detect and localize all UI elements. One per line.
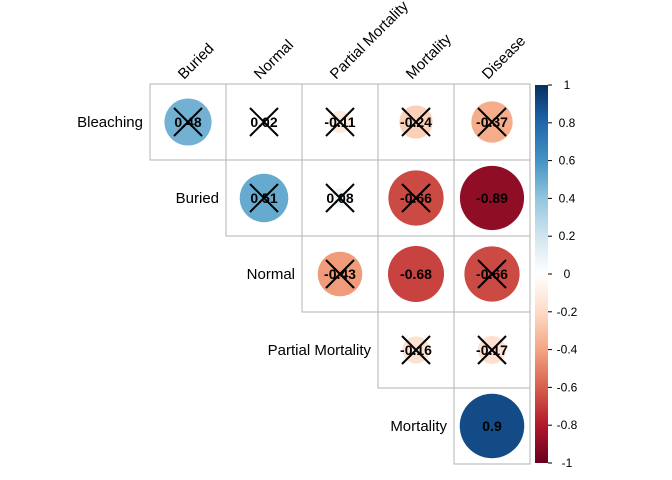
cross-line: [325, 107, 355, 137]
cross-mark-normal-disease: [477, 259, 507, 289]
column-label-disease: Disease: [479, 32, 529, 82]
colorbar-tick-label: -0.2: [557, 305, 578, 319]
row-label-mortality: Mortality: [390, 418, 447, 435]
value-label-normal-mortality: -0.68: [400, 266, 432, 282]
cross-line: [477, 259, 507, 289]
cross-mark-bleaching-normal: [249, 107, 279, 137]
row-label-partial-mortality: Partial Mortality: [268, 342, 372, 359]
column-label-buried: Buried: [175, 40, 218, 83]
colorbar-tick-label: 0.4: [559, 191, 576, 205]
cross-mark-bleaching-disease: [477, 107, 507, 137]
cross-line: [249, 183, 279, 213]
cross-line: [325, 259, 355, 289]
cross-line: [477, 107, 507, 137]
column-label-mortality: Mortality: [403, 30, 455, 82]
cross-line: [401, 107, 431, 137]
cross-line: [325, 183, 355, 213]
cross-mark-buried-normal: [249, 183, 279, 213]
cross-mark-bleaching-mortality: [401, 107, 431, 137]
column-label-partial-mortality: Partial Mortality: [327, 0, 412, 83]
value-label-mortality-disease: 0.9: [482, 418, 502, 434]
circle-buried-disease: [459, 165, 525, 231]
grid-cell: [453, 387, 531, 465]
cross-line: [477, 335, 507, 365]
colorbar-tick-label: 1: [564, 78, 571, 92]
colorbar-tick-label: -0.8: [557, 418, 578, 432]
colorbar-tick-label: -0.4: [557, 343, 578, 357]
colorbar-gradient: [535, 85, 548, 463]
colorbar-tick-label: -0.6: [557, 380, 578, 394]
cross-mark-bleaching-buried: [173, 107, 203, 137]
row-label-buried: Buried: [176, 190, 219, 207]
cross-line: [401, 183, 431, 213]
cross-line: [401, 335, 431, 365]
cross-mark-partial-mortality-mortality: [401, 335, 431, 365]
colorbar-tick-label: 0.2: [559, 229, 576, 243]
cross-mark-partial-mortality-disease: [477, 335, 507, 365]
grid: [149, 83, 531, 465]
cross-mark-bleaching-partial-mortality: [325, 107, 355, 137]
circle-normal-mortality: [387, 245, 445, 303]
colorbar-tick-label: 0.8: [559, 116, 576, 130]
column-label-normal: Normal: [251, 37, 297, 83]
cross-mark-buried-partial-mortality: [325, 183, 355, 213]
row-label-bleaching: Bleaching: [77, 114, 143, 131]
cross-mark-buried-mortality: [401, 183, 431, 213]
row-label-normal: Normal: [247, 266, 295, 283]
colorbar: 1 0.8 0.6 0.4 0.2 0 -0.2 -0.4 -0.6 -0.8 -1: [535, 78, 578, 470]
cross-mark-normal-partial-mortality: [325, 259, 355, 289]
circle-mortality-disease: [459, 393, 525, 459]
value-label-buried-disease: -0.89: [476, 190, 508, 206]
colorbar-tick-label: 0: [564, 267, 571, 281]
cross-line: [173, 107, 203, 137]
colorbar-tick-label: 0.6: [559, 154, 576, 168]
cross-line: [249, 107, 279, 137]
colorbar-tick-label: -1: [562, 456, 573, 470]
